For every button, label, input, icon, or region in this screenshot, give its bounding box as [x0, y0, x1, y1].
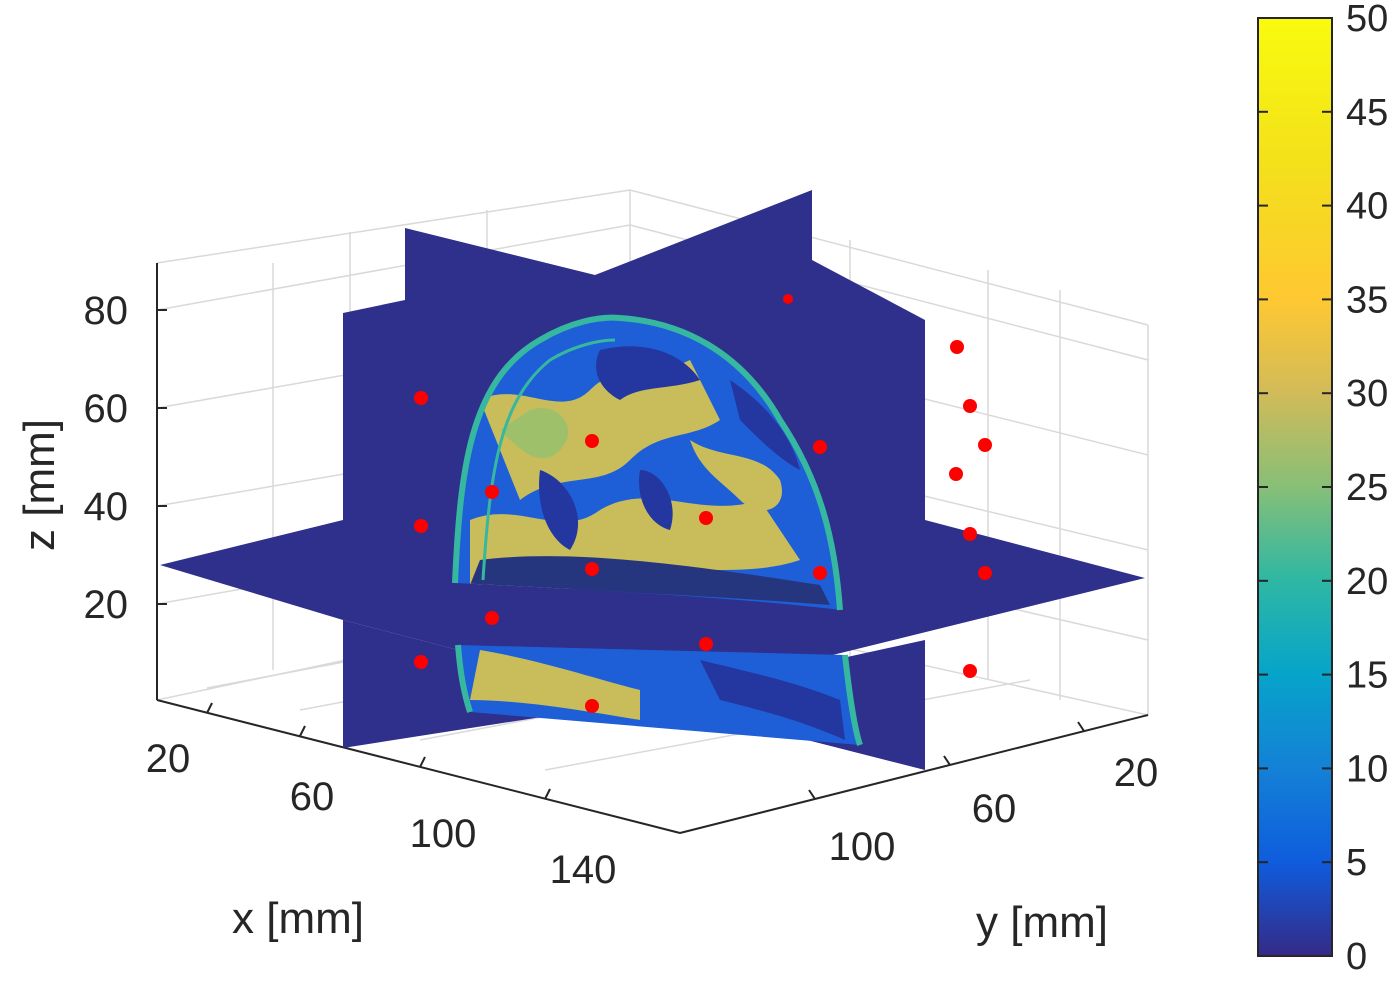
structure-outline-upper	[452, 314, 843, 611]
marker-point	[585, 699, 599, 713]
colorbar-tick-label: 35	[1346, 279, 1388, 321]
marker-point	[414, 391, 428, 405]
marker-point	[978, 438, 992, 452]
colorbar-ticks: 0 5 10 15 20 25 30 35 40 45 50	[1258, 0, 1388, 978]
structure-outline-inner	[481, 338, 616, 581]
slice-xy-horizontal	[160, 520, 1145, 700]
marker-point	[783, 294, 793, 304]
y-axis-label: y [mm]	[976, 898, 1108, 947]
z-tick-labels: 80 60 40 20	[84, 289, 129, 627]
colorbar-tick-label: 15	[1346, 655, 1388, 697]
x-tick-label: 60	[290, 775, 335, 819]
x-tick-label: 20	[146, 737, 191, 781]
slice-xz-right	[812, 260, 925, 575]
colorbar-tick-label: 0	[1346, 936, 1367, 978]
x-tick-label: 100	[410, 812, 477, 856]
y-tick-label: 100	[829, 825, 896, 869]
y-tick-labels: 20 60 100	[829, 751, 1159, 869]
marker-point	[414, 655, 428, 669]
colorbar-tick-label: 50	[1346, 0, 1388, 40]
tissue-slice-upper	[455, 317, 840, 610]
z-tick-label: 60	[84, 387, 129, 431]
colorbar-tick-label: 20	[1346, 561, 1388, 603]
y-tick-label: 60	[972, 787, 1017, 831]
marker-points	[414, 294, 992, 713]
marker-point	[485, 611, 499, 625]
marker-point	[585, 434, 599, 448]
z-axis-label: z [mm]	[15, 419, 64, 551]
marker-point	[963, 399, 977, 413]
marker-point	[950, 340, 964, 354]
structure-outline-lower	[455, 644, 863, 746]
marker-point	[813, 440, 827, 454]
colorbar-tick-label: 30	[1346, 373, 1388, 415]
marker-point	[949, 467, 963, 481]
x-tick-label: 140	[550, 848, 617, 892]
colorbar-tick-label: 25	[1346, 467, 1388, 509]
z-tick-label: 80	[84, 289, 129, 333]
marker-point	[414, 519, 428, 533]
colorbar-tick-label: 45	[1346, 92, 1388, 134]
z-tick-label: 20	[84, 583, 129, 627]
colorbar-tick-label: 40	[1346, 186, 1388, 228]
marker-point	[699, 637, 713, 651]
marker-point	[485, 485, 499, 499]
z-tick-label: 40	[84, 485, 129, 529]
tissue-slice-lower	[458, 645, 860, 745]
y-tick-label: 20	[1114, 751, 1159, 795]
colorbar-tick-label: 10	[1346, 748, 1388, 790]
marker-point	[699, 511, 713, 525]
marker-point	[813, 566, 827, 580]
marker-point	[963, 664, 977, 678]
marker-point	[978, 566, 992, 580]
colorbar-tick-label: 5	[1346, 842, 1367, 884]
colorbar-gradient	[1257, 17, 1333, 957]
marker-point	[963, 527, 977, 541]
colorbar: 0 5 10 15 20 25 30 35 40 45 50	[1257, 0, 1388, 978]
axes-box	[156, 263, 1149, 834]
marker-point	[585, 562, 599, 576]
x-axis-label: x [mm]	[232, 894, 364, 943]
x-tick-labels: 20 60 100 140	[146, 737, 617, 892]
